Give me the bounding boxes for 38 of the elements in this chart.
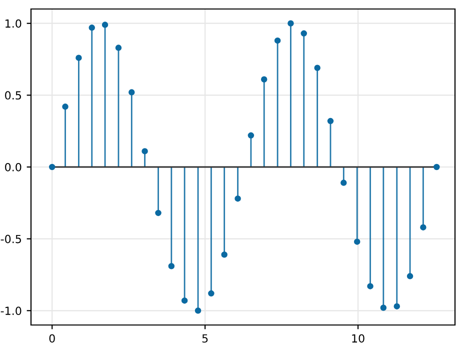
point (248, 132, 254, 139)
point (62, 104, 68, 110)
point (394, 303, 400, 310)
y-tick-label: -0.5 (0, 234, 22, 244)
point (208, 290, 214, 297)
y-tick-label: 0.5 (5, 91, 21, 100)
point (76, 54, 82, 61)
y-tick-label: -1.0 (0, 306, 22, 316)
point (115, 44, 122, 51)
point (128, 89, 135, 96)
point (181, 297, 188, 304)
x-tick-label: 10 (352, 334, 364, 343)
point (406, 273, 414, 280)
point (234, 195, 241, 202)
point (221, 251, 228, 258)
point (367, 283, 374, 290)
point (327, 118, 334, 124)
point (168, 262, 175, 270)
x-tick-label: 5 (202, 334, 208, 343)
point (142, 148, 148, 154)
point (155, 210, 162, 216)
point (380, 304, 387, 311)
y-tick-label: 1.0 (6, 19, 22, 28)
x-tick-label: 0 (49, 334, 55, 343)
point (194, 308, 202, 314)
point (420, 224, 426, 230)
point (48, 164, 56, 170)
point (288, 20, 294, 26)
point (314, 64, 320, 72)
point (274, 37, 281, 44)
point (260, 76, 268, 83)
point (88, 24, 96, 31)
point (354, 238, 360, 245)
y-tick-label: 0.0 (5, 162, 22, 172)
point (434, 164, 440, 170)
point (300, 30, 308, 37)
point (340, 180, 347, 186)
point (102, 22, 108, 28)
